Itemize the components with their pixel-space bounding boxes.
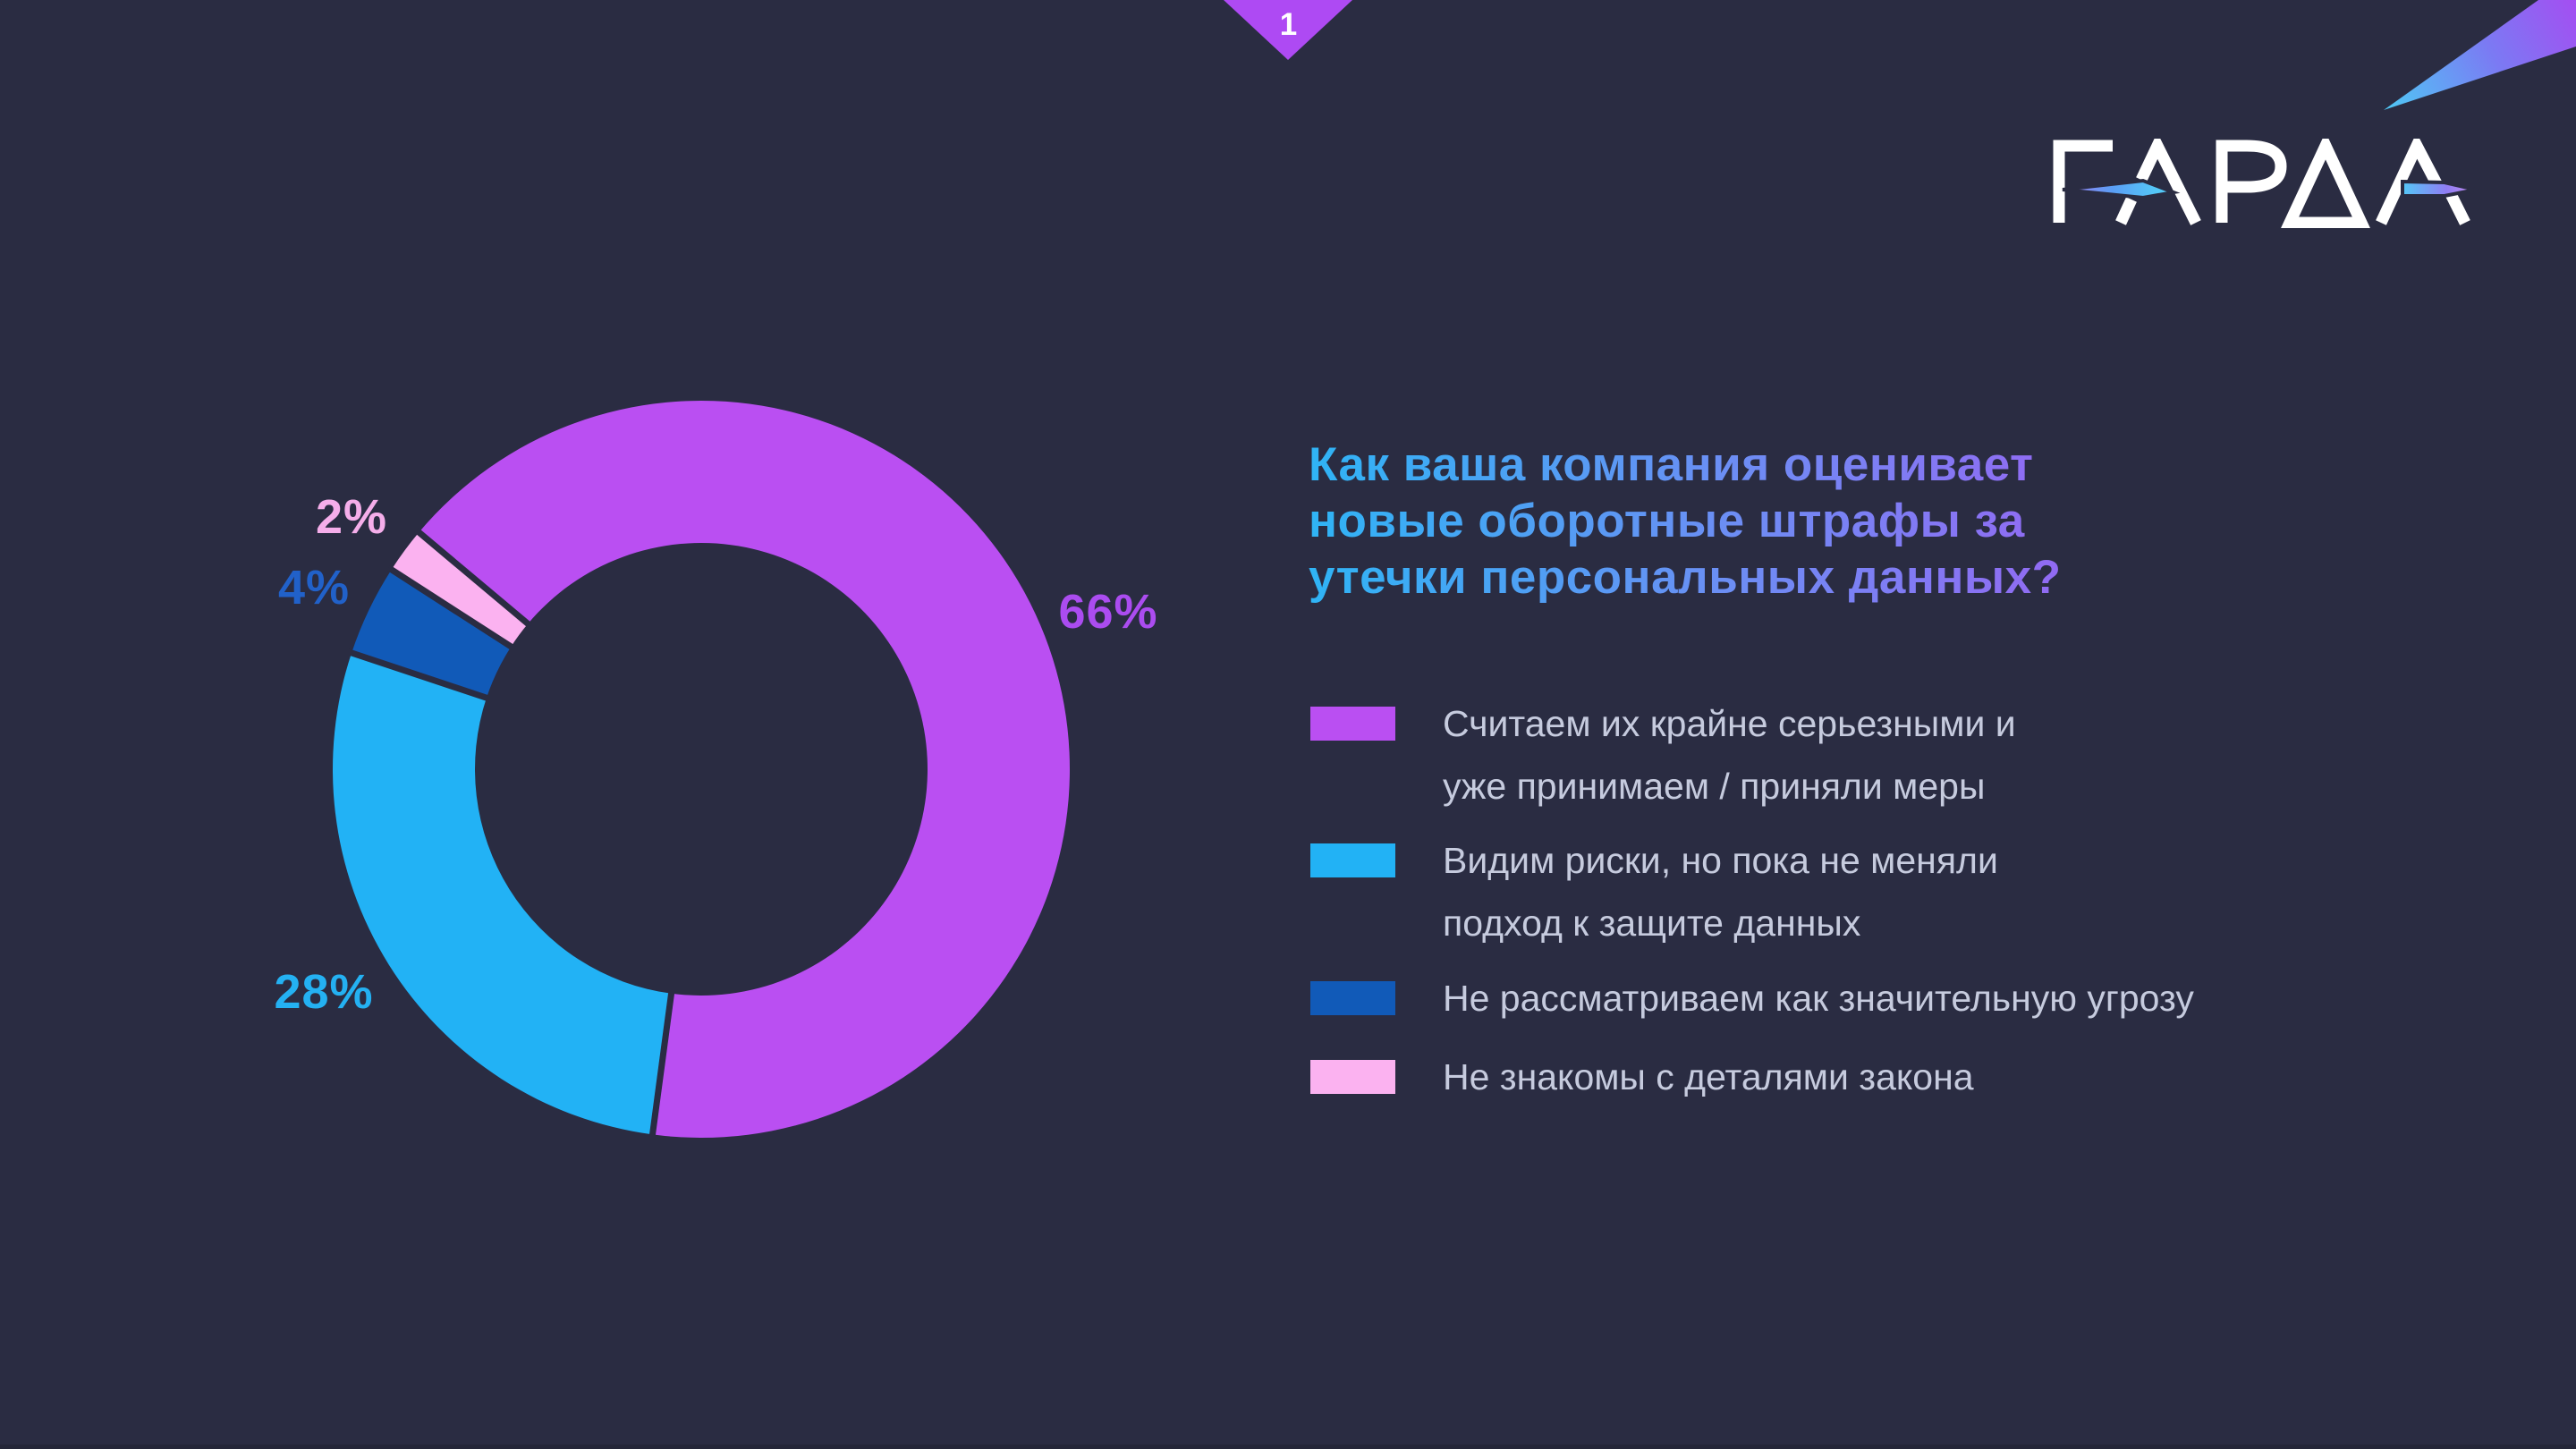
- legend-swatch-pink: [1310, 1060, 1395, 1094]
- logo-letter-r: [2216, 140, 2287, 223]
- chart-title-line-3: утечки персональных данных?: [1309, 551, 2062, 604]
- legend-item: Видим риски, но пока не меняли подход к …: [1310, 829, 1998, 954]
- page-number: 1: [1279, 7, 1298, 42]
- chart-title: Как ваша компания оценивает новые оборот…: [1309, 436, 2257, 606]
- logo-letter-a1-leg: [2115, 197, 2137, 225]
- legend-label: Считаем их крайне серьезными и уже прини…: [1443, 692, 2016, 818]
- page-marker: 1: [1224, 0, 1353, 72]
- legend-label-line: Не рассматриваем как значительную угрозу: [1443, 978, 2194, 1019]
- legend-swatch-darkblue: [1310, 981, 1395, 1015]
- slide-bottom-edge: [0, 1445, 2576, 1449]
- legend-label-line: Видим риски, но пока не меняли: [1443, 840, 1998, 881]
- legend-label: Видим риски, но пока не меняли подход к …: [1443, 829, 1998, 954]
- logo-spike-right-icon: [2401, 179, 2477, 198]
- legend-swatch-purple: [1310, 707, 1395, 741]
- legend-label-line: Считаем их крайне серьезными и: [1443, 703, 2016, 744]
- logo-letter-a2-leg: [2445, 191, 2470, 225]
- garda-logo: [2053, 139, 2477, 228]
- segment-label-28: 28%: [274, 965, 374, 1019]
- legend-label-line: Не знакомы с деталями закона: [1443, 1056, 1974, 1097]
- chart-title-line-2: новые оборотные штрафы за: [1309, 495, 2025, 547]
- chart-title-line-1: Как ваша компания оценивает: [1309, 438, 2034, 491]
- legend-item: Не рассматриваем как значительную угрозу: [1310, 967, 2194, 1030]
- legend-item: Не знакомы с деталями закона: [1310, 1046, 1974, 1108]
- logo-letter-d: [2281, 139, 2370, 228]
- logo-letter-a1: [2136, 139, 2201, 225]
- segment-label-66: 66%: [1058, 585, 1158, 639]
- logo-spike-left-icon: [2062, 178, 2181, 200]
- logo-letter-g: [2053, 140, 2113, 223]
- segment-label-4: 4%: [277, 561, 351, 614]
- legend-label-line: уже принимаем / приняли меры: [1443, 766, 1986, 807]
- legend-label: Не рассматриваем как значительную угрозу: [1443, 967, 2194, 1030]
- logo-letter-a2: [2376, 139, 2443, 225]
- legend-label: Не знакомы с деталями закона: [1443, 1046, 1974, 1108]
- segment-label-2: 2%: [315, 490, 388, 544]
- legend-item: Считаем их крайне серьезными и уже прини…: [1310, 692, 2016, 818]
- page-marker-triangle-icon: [1224, 0, 1352, 60]
- legend-label-line: подход к защите данных: [1443, 902, 1861, 944]
- comet-beam-icon: [2384, 0, 2576, 110]
- legend-swatch-lightblue: [1310, 843, 1395, 877]
